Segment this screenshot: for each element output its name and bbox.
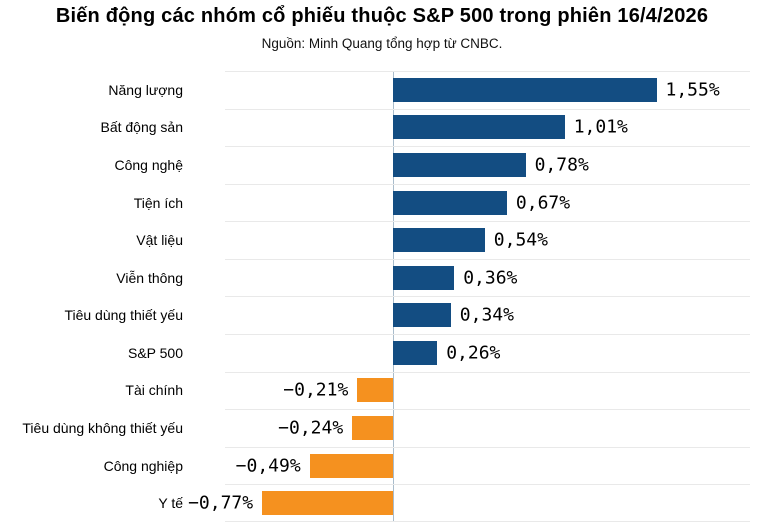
chart-bar (262, 491, 393, 516)
category-label: Tiêu dùng không thiết yếu (22, 419, 183, 436)
bar-value-label: 0,34% (459, 304, 514, 326)
bar-value-label: 0,78% (534, 154, 589, 176)
bar-value-label: −0,49% (235, 455, 301, 477)
row-separator-gridline (225, 71, 750, 72)
chart-row: Bất động sản 1,01% (0, 108, 764, 147)
bar-value-label: 1,55% (665, 79, 720, 101)
chart-bar (357, 378, 393, 403)
row-separator-gridline (225, 334, 750, 336)
bar-value-label: 0,67% (515, 192, 571, 214)
chart-row: Tài chính −0,21% (0, 371, 764, 410)
chart-row: Công nghiệp −0,49% (0, 446, 764, 485)
category-label: Năng lượng (108, 81, 183, 98)
chart-bar (393, 265, 455, 290)
bar-value-label: 0,26% (446, 342, 501, 364)
chart-bar (352, 415, 393, 440)
row-separator-gridline (225, 221, 750, 223)
bar-value-label: 0,36% (463, 267, 518, 289)
chart-row: Tiêu dùng thiết yếu 0,34% (0, 296, 764, 334)
row-separator-gridline (225, 409, 750, 411)
row-separator-gridline (225, 296, 750, 298)
row-separator-gridline (225, 371, 750, 373)
bar-value-label: −0,24% (278, 417, 344, 439)
chart-row: Tiện ích 0,67% (0, 183, 764, 222)
chart-bar (393, 77, 657, 102)
chart-bar (309, 453, 393, 478)
row-separator-gridline (225, 183, 750, 185)
category-label: Tài chính (125, 382, 183, 399)
bar-value-label: 1,01% (573, 116, 628, 138)
row-separator-gridline (225, 146, 750, 148)
bar-value-label: −0,21% (283, 379, 349, 401)
category-label: Công nghệ (114, 156, 183, 173)
bar-value-label: −0,77% (188, 492, 254, 514)
chart-title: Biến động các nhóm cổ phiếu thuộc S&P 50… (55, 5, 709, 27)
category-label: Tiện ích (133, 194, 183, 211)
category-label: Bất động sản (100, 119, 183, 136)
row-separator-gridline (225, 520, 750, 522)
chart-row: Năng lượng 1,55% (0, 71, 764, 109)
row-separator-gridline (225, 258, 750, 260)
bar-value-label: 0,54% (493, 229, 548, 251)
chart-bar (393, 115, 565, 140)
chart-row: Công nghệ 0,78% (0, 146, 764, 184)
row-separator-gridline (225, 108, 750, 110)
chart-bar (393, 303, 451, 328)
chart-bar (393, 190, 507, 215)
bar-chart: Năng lượng 1,55% Bất động sản 1,01% Công ngh… (0, 71, 764, 522)
chart-row: Vật liệu 0,54% (0, 221, 764, 259)
category-label: Tiêu dùng thiết yếu (64, 307, 183, 324)
category-label: Y tế (158, 495, 183, 512)
row-separator-gridline (225, 446, 750, 448)
category-label: Vật liệu (136, 232, 183, 249)
chart-row: S&P 500 0,26% (0, 334, 764, 372)
chart-bar (393, 340, 438, 365)
chart-row: Y tế −0,77% (0, 484, 764, 522)
row-separator-gridline (225, 484, 750, 486)
category-label: Viễn thông (116, 269, 183, 286)
category-label: Công nghiệp (103, 457, 183, 474)
chart-row: Viễn thông 0,36% (0, 258, 764, 297)
chart-row: Tiêu dùng không thiết yếu −0,24% (0, 409, 764, 447)
chart-bar (393, 152, 526, 177)
chart-bar (393, 228, 485, 253)
chart-subtitle: Nguồn: Minh Quang tổng hợp từ CNBC. (261, 36, 503, 51)
category-label: S&P 500 (127, 344, 183, 361)
